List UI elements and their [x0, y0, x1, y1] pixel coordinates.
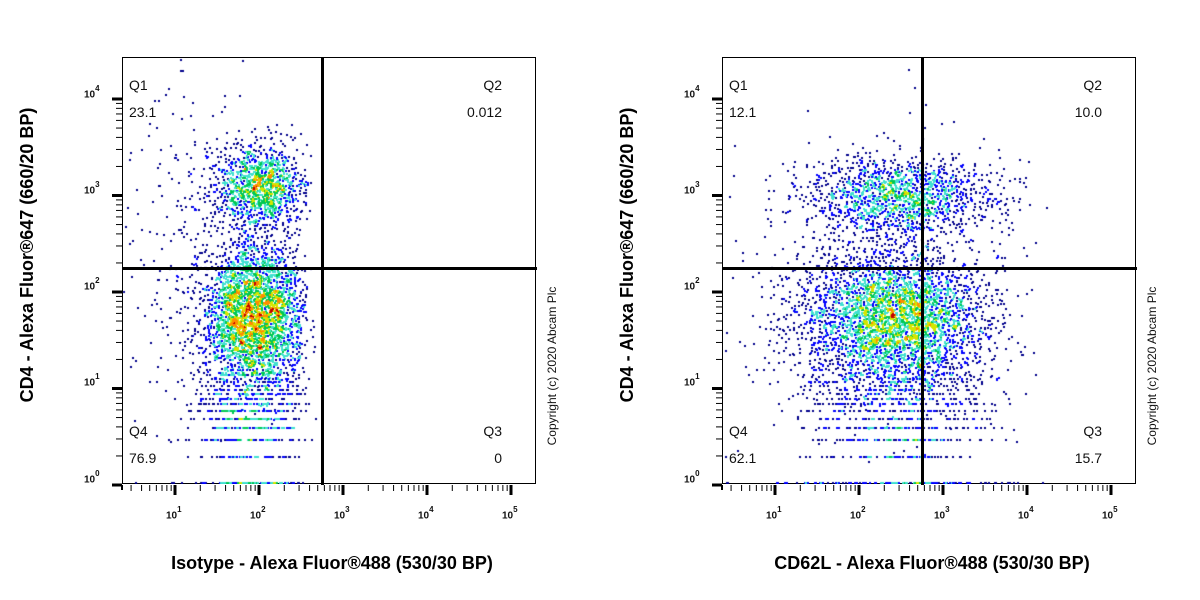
y-tick-label: 101 — [684, 372, 700, 389]
axes-ticks — [712, 97, 1113, 495]
y-tick-label: 103 — [684, 180, 700, 197]
q2-label: Q2 — [1083, 77, 1102, 93]
q1-label: Q1 — [129, 77, 148, 93]
scatter-density — [722, 57, 1136, 484]
x-tick-label: 103 — [334, 505, 350, 522]
quadrant-gate-horizontal[interactable] — [722, 267, 1137, 270]
q1-value: 12.1 — [729, 104, 757, 120]
x-axis-title: Isotype - Alexa Fluor®488 (530/30 BP) — [171, 553, 493, 573]
left-plot-panel: CD4 - Alexa Fluor®647 (660/20 BP) Q1 23.… — [17, 57, 559, 573]
q1-label: Q1 — [729, 77, 748, 93]
y-tick-label: 102 — [684, 276, 700, 293]
y-tick-label: 101 — [84, 372, 100, 389]
y-tick-label: 104 — [684, 84, 700, 101]
q3-value: 0 — [494, 450, 502, 466]
q3-value: 15.7 — [1074, 450, 1102, 466]
q2-value: 0.012 — [466, 104, 502, 120]
q3-label: Q3 — [1083, 423, 1102, 439]
q1-value: 23.1 — [129, 104, 157, 120]
x-tick-label: 104 — [1018, 505, 1034, 522]
x-tick-label: 101 — [166, 505, 182, 522]
scatter-density — [122, 57, 536, 484]
q4-value: 62.1 — [729, 450, 757, 466]
y-tick-label: 100 — [684, 469, 700, 486]
copyright-text: Copyright (c) 2020 Abcam Plc — [545, 286, 559, 446]
q2-value: 10.0 — [1074, 104, 1102, 120]
x-tick-label: 104 — [418, 505, 434, 522]
quadrant-gate-vertical[interactable] — [321, 57, 324, 485]
y-tick-label: 102 — [84, 276, 100, 293]
axes-ticks — [112, 97, 513, 495]
q4-value: 76.9 — [129, 450, 157, 466]
q3-label: Q3 — [483, 423, 502, 439]
quadrant-gate-horizontal[interactable] — [122, 267, 537, 270]
q4-label: Q4 — [129, 423, 148, 439]
y-tick-label: 104 — [84, 84, 100, 101]
x-tick-label: 103 — [934, 505, 950, 522]
x-tick-label: 102 — [250, 505, 266, 522]
x-tick-label: 101 — [766, 505, 782, 522]
copyright-text: Copyright (c) 2020 Abcam Plc — [1145, 286, 1159, 446]
right-plot-panel: CD4 - Alexa Fluor®647 (660/20 BP) Q1 12.… — [600, 0, 1200, 600]
q2-label: Q2 — [483, 77, 502, 93]
y-tick-label: 100 — [84, 469, 100, 486]
quadrant-gate-vertical[interactable] — [921, 57, 924, 485]
x-tick-label: 105 — [1102, 505, 1118, 522]
y-tick-label: 103 — [84, 180, 100, 197]
x-axis-title: CD62L - Alexa Fluor®488 (530/30 BP) — [774, 553, 1090, 573]
x-tick-label: 102 — [850, 505, 866, 522]
q4-label: Q4 — [729, 423, 748, 439]
x-tick-label: 105 — [502, 505, 518, 522]
